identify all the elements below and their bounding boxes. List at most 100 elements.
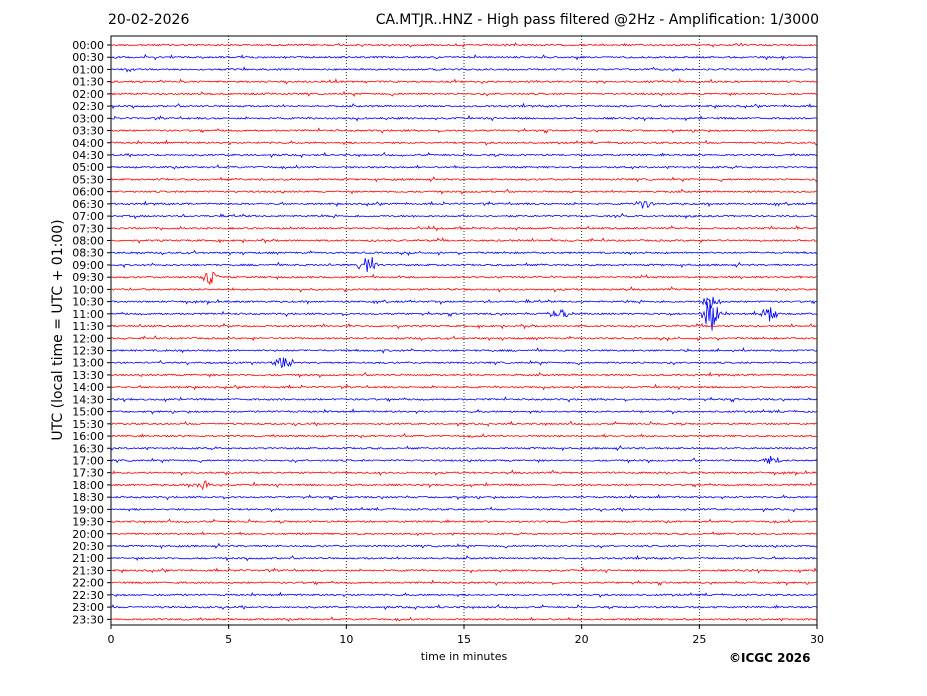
- y-tick-label: 16:00: [72, 430, 104, 443]
- seismic-trace: [110, 579, 818, 587]
- grid-lines: [228, 36, 700, 625]
- y-axis-label: UTC (local time = UTC + 01:00): [50, 219, 66, 441]
- seismic-trace: [110, 445, 818, 452]
- y-tick-label: 02:00: [72, 88, 104, 101]
- y-tick-label: 07:00: [72, 210, 104, 223]
- seismic-trace: [110, 200, 818, 209]
- seismic-trace: [110, 114, 818, 122]
- y-tick-label: 04:00: [72, 137, 104, 150]
- seismic-trace: [110, 164, 818, 170]
- y-tick-label: 06:00: [72, 186, 104, 199]
- seismic-trace: [110, 286, 818, 293]
- seismic-trace: [110, 176, 818, 183]
- seismic-trace: [110, 91, 818, 97]
- y-tick-label: 09:30: [72, 271, 104, 284]
- seismic-trace: [110, 506, 818, 513]
- seismic-trace: [110, 78, 818, 85]
- seismic-trace: [110, 480, 818, 491]
- x-tick-group: 0 5 10 15 20 25 30: [108, 625, 824, 646]
- y-tick-label: 17:00: [72, 454, 104, 467]
- y-tick-label: 23:00: [72, 601, 104, 614]
- seismic-trace: [110, 212, 817, 220]
- y-tick-label: 22:30: [72, 589, 104, 602]
- y-tick-group: 00:0000:3001:0001:3002:0002:3003:0003:30…: [72, 39, 111, 626]
- y-tick-label: 16:30: [72, 442, 104, 455]
- y-tick-label: 18:30: [72, 491, 104, 504]
- date-label: 20-02-2026: [108, 12, 190, 28]
- seismic-trace: [111, 531, 818, 537]
- y-tick-label: 08:00: [72, 235, 104, 248]
- copyright-label: ©ICGC 2026: [729, 651, 811, 665]
- seismic-trace: [111, 53, 817, 61]
- seismic-trace: [111, 42, 817, 48]
- y-tick-label: 21:00: [72, 552, 104, 565]
- seismic-trace: [110, 66, 818, 73]
- y-tick-label: 10:30: [72, 296, 104, 309]
- y-tick-label: 02:30: [72, 100, 104, 113]
- seismic-trace: [110, 432, 818, 439]
- seismic-trace: [110, 271, 818, 286]
- y-tick-label: 03:00: [72, 112, 104, 125]
- seismic-trace: [110, 188, 817, 195]
- seismic-trace: [110, 554, 818, 562]
- seismic-trace: [110, 139, 818, 146]
- seismic-trace: [110, 296, 818, 309]
- seismic-trace: [110, 518, 818, 524]
- seismic-trace: [110, 408, 818, 415]
- y-tick-label: 10:00: [72, 283, 104, 296]
- seismic-trace: [110, 493, 818, 501]
- seismic-trace: [110, 616, 818, 622]
- x-tick-label: 10: [339, 633, 353, 646]
- seismic-trace: [110, 151, 818, 159]
- y-tick-label: 23:30: [72, 613, 104, 626]
- y-tick-label: 12:00: [72, 332, 104, 345]
- y-tick-label: 22:00: [72, 577, 104, 590]
- y-tick-label: 18:00: [72, 479, 104, 492]
- x-tick-label: 0: [108, 633, 115, 646]
- seismic-trace: [110, 591, 818, 598]
- x-tick-label: 25: [692, 633, 706, 646]
- y-tick-label: 15:30: [72, 418, 104, 431]
- y-tick-label: 14:30: [72, 393, 104, 406]
- seismic-trace: [111, 357, 818, 369]
- trace-group: [110, 42, 818, 622]
- y-tick-label: 05:30: [72, 173, 104, 186]
- y-tick-label: 15:00: [72, 406, 104, 419]
- x-axis-label: time in minutes: [420, 650, 508, 663]
- y-tick-label: 08:30: [72, 247, 104, 260]
- seismic-trace: [110, 347, 818, 354]
- y-tick-label: 19:00: [72, 503, 104, 516]
- seismic-trace: [110, 237, 818, 244]
- seismic-trace: [110, 322, 818, 330]
- seismic-trace: [110, 566, 818, 574]
- chart-title: CA.MTJR..HNZ - High pass filtered @2Hz -…: [375, 12, 819, 28]
- x-tick-label: 30: [810, 633, 824, 646]
- seismic-trace: [110, 127, 818, 134]
- y-tick-label: 11:00: [72, 308, 104, 321]
- y-tick-label: 03:30: [72, 125, 104, 138]
- x-tick-label: 20: [575, 633, 589, 646]
- seismic-trace: [111, 469, 817, 477]
- seismic-trace: [110, 335, 818, 342]
- y-tick-label: 14:00: [72, 381, 104, 394]
- y-tick-label: 04:30: [72, 149, 104, 162]
- seismic-trace: [110, 249, 818, 257]
- y-tick-label: 01:30: [72, 76, 104, 89]
- seismic-trace: [110, 102, 818, 110]
- y-tick-label: 09:00: [72, 259, 104, 272]
- seismic-trace: [110, 383, 818, 391]
- y-tick-label: 00:00: [72, 39, 104, 52]
- y-tick-label: 12:30: [72, 345, 104, 358]
- y-tick-label: 20:00: [72, 528, 104, 541]
- x-tick-label: 15: [457, 633, 471, 646]
- y-tick-label: 05:00: [72, 161, 104, 174]
- seismic-trace: [110, 542, 818, 550]
- y-tick-label: 00:30: [72, 51, 104, 64]
- y-tick-label: 17:30: [72, 467, 104, 480]
- y-tick-label: 07:30: [72, 222, 104, 235]
- x-tick-label: 5: [225, 633, 232, 646]
- y-tick-label: 13:00: [72, 357, 104, 370]
- seismic-trace: [111, 396, 818, 403]
- seismic-trace: [110, 256, 818, 273]
